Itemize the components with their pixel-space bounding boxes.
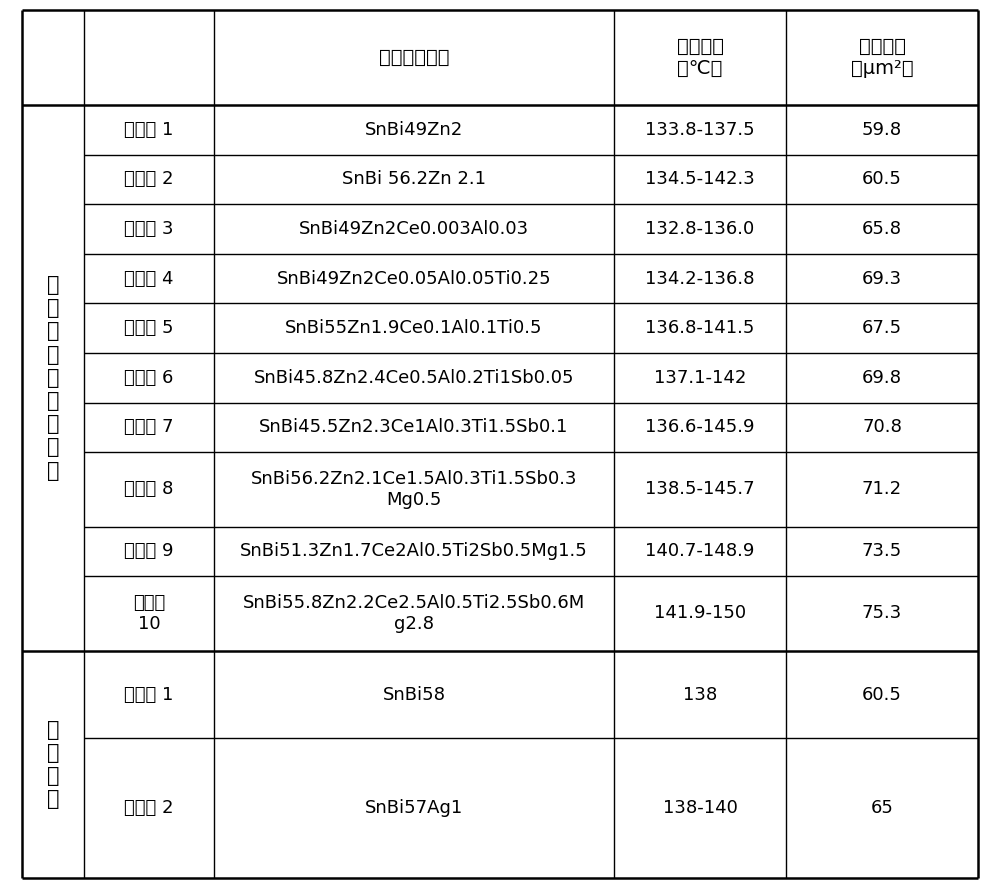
- Text: SnBi58: SnBi58: [382, 686, 446, 703]
- Text: 实施例 5: 实施例 5: [124, 319, 174, 337]
- Text: SnBi49Zn2: SnBi49Zn2: [365, 121, 463, 139]
- Text: 136.8-141.5: 136.8-141.5: [645, 319, 755, 337]
- Text: SnBi49Zn2Ce0.05Al0.05Ti0.25: SnBi49Zn2Ce0.05Al0.05Ti0.25: [277, 270, 551, 288]
- Text: 实施例
10: 实施例 10: [133, 594, 165, 633]
- Text: SnBi49Zn2Ce0.003Al0.03: SnBi49Zn2Ce0.003Al0.03: [299, 220, 529, 238]
- Text: 对比例 1: 对比例 1: [124, 686, 174, 703]
- Text: SnBi57Ag1: SnBi57Ag1: [365, 799, 463, 817]
- Text: 本
发
明
焊
料
合
金
粉
末: 本 发 明 焊 料 合 金 粉 末: [47, 275, 59, 480]
- Text: 实施例 2: 实施例 2: [124, 170, 174, 188]
- Text: 67.5: 67.5: [862, 319, 902, 337]
- Text: 137.1-142: 137.1-142: [654, 369, 746, 387]
- Text: SnBi45.8Zn2.4Ce0.5Al0.2Ti1Sb0.05: SnBi45.8Zn2.4Ce0.5Al0.2Ti1Sb0.05: [254, 369, 574, 387]
- Text: 实施例 6: 实施例 6: [124, 369, 174, 387]
- Text: 65.8: 65.8: [862, 220, 902, 238]
- Text: 实施例 7: 实施例 7: [124, 418, 174, 436]
- Text: 实施例 3: 实施例 3: [124, 220, 174, 238]
- Text: 71.2: 71.2: [862, 480, 902, 498]
- Text: 133.8-137.5: 133.8-137.5: [645, 121, 755, 139]
- Text: 59.8: 59.8: [862, 121, 902, 139]
- Text: 134.2-136.8: 134.2-136.8: [645, 270, 755, 288]
- Text: 60.5: 60.5: [862, 686, 902, 703]
- Text: SnBi56.2Zn2.1Ce1.5Al0.3Ti1.5Sb0.3
Mg0.5: SnBi56.2Zn2.1Ce1.5Al0.3Ti1.5Sb0.3 Mg0.5: [251, 470, 577, 509]
- Text: 141.9-150: 141.9-150: [654, 605, 746, 622]
- Text: SnBi 56.2Zn 2.1: SnBi 56.2Zn 2.1: [342, 170, 486, 188]
- Text: 对比例 2: 对比例 2: [124, 799, 174, 817]
- Text: SnBi51.3Zn1.7Ce2Al0.5Ti2Sb0.5Mg1.5: SnBi51.3Zn1.7Ce2Al0.5Ti2Sb0.5Mg1.5: [240, 543, 588, 560]
- Text: 实施例 1: 实施例 1: [124, 121, 174, 139]
- Text: 69.8: 69.8: [862, 369, 902, 387]
- Text: 实施例 4: 实施例 4: [124, 270, 174, 288]
- Text: 实施例 8: 实施例 8: [124, 480, 174, 498]
- Text: 134.5-142.3: 134.5-142.3: [645, 170, 755, 188]
- Text: 焊料合金成分: 焊料合金成分: [379, 48, 449, 67]
- Text: 65: 65: [871, 799, 893, 817]
- Text: 140.7-148.9: 140.7-148.9: [645, 543, 755, 560]
- Text: 132.8-136.0: 132.8-136.0: [645, 220, 755, 238]
- Text: 60.5: 60.5: [862, 170, 902, 188]
- Text: 实施例 9: 实施例 9: [124, 543, 174, 560]
- Text: 136.6-145.9: 136.6-145.9: [645, 418, 755, 436]
- Text: SnBi55Zn1.9Ce0.1Al0.1Ti0.5: SnBi55Zn1.9Ce0.1Al0.1Ti0.5: [285, 319, 543, 337]
- Text: 对
比
焊
料: 对 比 焊 料: [47, 719, 59, 809]
- Text: SnBi45.5Zn2.3Ce1Al0.3Ti1.5Sb0.1: SnBi45.5Zn2.3Ce1Al0.3Ti1.5Sb0.1: [259, 418, 569, 436]
- Text: 75.3: 75.3: [862, 605, 902, 622]
- Text: 73.5: 73.5: [862, 543, 902, 560]
- Text: 70.8: 70.8: [862, 418, 902, 436]
- Text: 合金熳点
（℃）: 合金熳点 （℃）: [676, 37, 724, 78]
- Text: 138: 138: [683, 686, 717, 703]
- Text: 138.5-145.7: 138.5-145.7: [645, 480, 755, 498]
- Text: SnBi55.8Zn2.2Ce2.5Al0.5Ti2.5Sb0.6M
g2.8: SnBi55.8Zn2.2Ce2.5Al0.5Ti2.5Sb0.6M g2.8: [243, 594, 585, 633]
- Text: 138-140: 138-140: [663, 799, 737, 817]
- Text: 69.3: 69.3: [862, 270, 902, 288]
- Text: 铺展面积
（μm²）: 铺展面积 （μm²）: [851, 37, 913, 78]
